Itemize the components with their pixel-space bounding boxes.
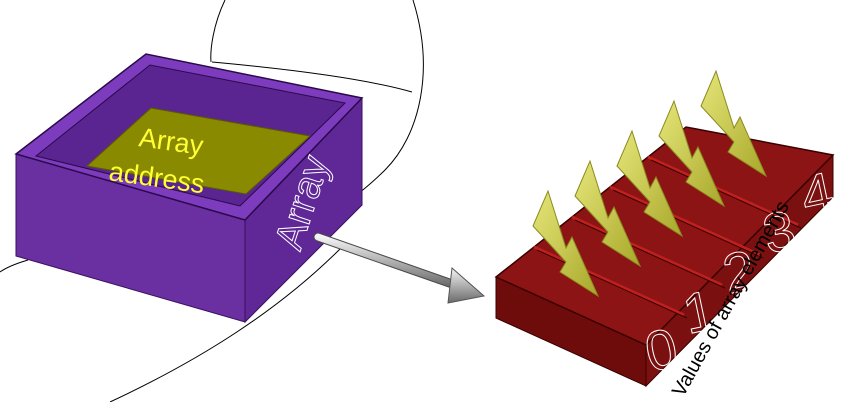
value-arrow-2	[616, 129, 684, 238]
arc-inner	[210, 0, 226, 63]
value-arrows	[532, 69, 768, 298]
address-panel	[85, 107, 312, 195]
array-box: Array address Array	[14, 53, 364, 324]
compartment-dividers	[533, 155, 799, 317]
pointer-arrow	[313, 232, 486, 304]
value-arrow-0	[532, 189, 600, 298]
arc-lower	[109, 243, 346, 402]
value-arrow-3	[658, 99, 726, 208]
elements-tray-top	[494, 126, 835, 346]
value-arrow-1	[574, 159, 642, 268]
value-arrow-4	[700, 69, 768, 178]
arc-connector	[211, 61, 413, 93]
arc-left-stub	[0, 259, 29, 273]
elements-tray: 0 1 2 3 4	[494, 126, 839, 388]
pointer-arrow-head	[447, 266, 486, 304]
